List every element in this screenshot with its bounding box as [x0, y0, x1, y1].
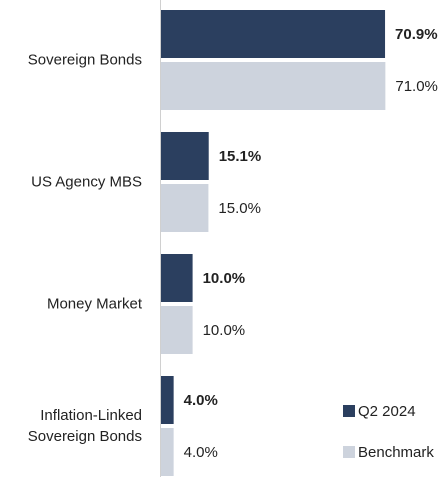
value-label: 10.0%	[203, 270, 246, 287]
value-label: 4.0%	[184, 392, 218, 409]
legend-label: Benchmark	[358, 444, 434, 461]
legend-swatch	[343, 405, 355, 417]
bar	[161, 254, 193, 302]
value-label: 15.0%	[218, 200, 261, 217]
bar	[161, 376, 174, 424]
value-label: 10.0%	[203, 322, 246, 339]
value-label: 4.0%	[184, 444, 218, 461]
category-label: Money Market	[46, 295, 142, 313]
value-label: 70.9%	[395, 26, 438, 43]
bar	[161, 184, 209, 232]
legend-swatch	[343, 446, 355, 458]
category-label: Sovereign Bonds	[27, 51, 142, 69]
bar	[161, 132, 209, 180]
category-label: US Agency MBS	[31, 173, 142, 191]
bar	[161, 306, 193, 354]
bar	[161, 10, 386, 58]
value-label: 71.0%	[395, 78, 438, 95]
bar	[161, 62, 386, 110]
bar	[161, 428, 174, 476]
legend-label: Q2 2024	[358, 403, 416, 420]
value-label: 15.1%	[219, 148, 262, 165]
category-label: Inflation-Linked Sovereign Bonds	[27, 407, 142, 445]
